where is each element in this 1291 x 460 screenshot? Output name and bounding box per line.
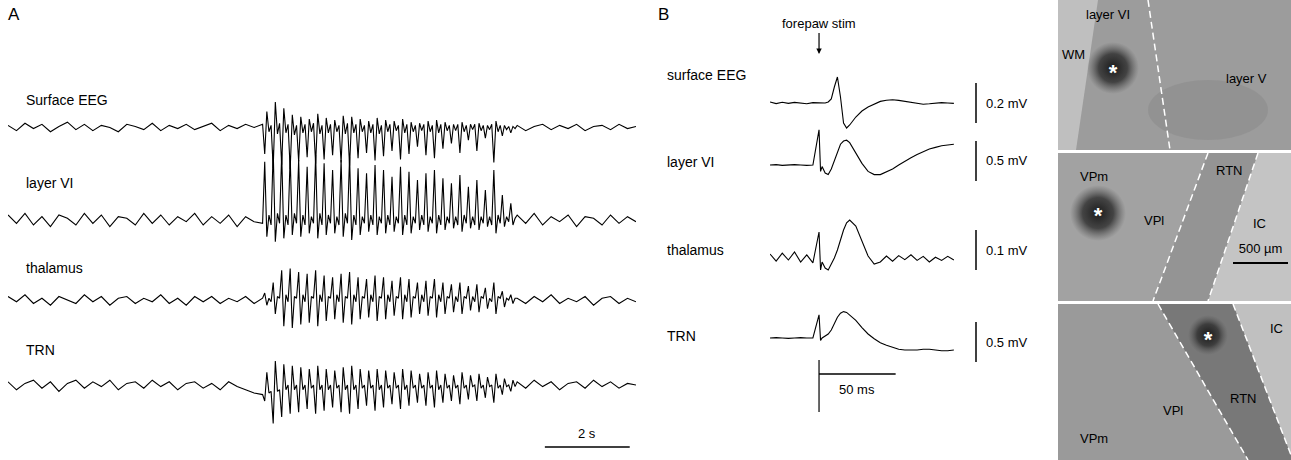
svg-text:thalamus: thalamus bbox=[26, 260, 83, 276]
svg-text:A: A bbox=[8, 5, 20, 24]
svg-text:*: * bbox=[1109, 60, 1118, 85]
svg-text:layer V: layer V bbox=[1226, 71, 1267, 86]
svg-text:2 s: 2 s bbox=[578, 426, 596, 441]
svg-text:forepaw stim: forepaw stim bbox=[782, 16, 856, 31]
svg-text:layer VI: layer VI bbox=[26, 175, 73, 191]
svg-text:TRN: TRN bbox=[26, 342, 55, 358]
svg-text:TRN: TRN bbox=[667, 328, 696, 344]
svg-text:*: * bbox=[1094, 203, 1103, 228]
svg-text:VPm: VPm bbox=[1080, 169, 1108, 184]
svg-text:VPl: VPl bbox=[1163, 403, 1183, 418]
svg-text:0.2 mV: 0.2 mV bbox=[986, 96, 1028, 111]
svg-text:500 µm: 500 µm bbox=[1239, 241, 1283, 256]
svg-text:0.1 mV: 0.1 mV bbox=[986, 243, 1028, 258]
svg-text:RTN: RTN bbox=[1216, 163, 1242, 178]
svg-text:*: * bbox=[1204, 327, 1213, 352]
svg-text:surface EEG: surface EEG bbox=[667, 67, 746, 83]
svg-text:0.5 mV: 0.5 mV bbox=[986, 335, 1028, 350]
svg-text:layer VI: layer VI bbox=[1086, 7, 1130, 22]
svg-text:IC: IC bbox=[1253, 216, 1266, 231]
svg-text:WM: WM bbox=[1062, 47, 1085, 62]
svg-text:VPm: VPm bbox=[1080, 431, 1108, 446]
svg-text:IC: IC bbox=[1270, 321, 1283, 336]
svg-text:B: B bbox=[658, 5, 669, 24]
svg-text:0.5 mV: 0.5 mV bbox=[986, 153, 1028, 168]
svg-text:RTN: RTN bbox=[1230, 391, 1256, 406]
svg-text:layer VI: layer VI bbox=[667, 154, 714, 170]
svg-text:50 ms: 50 ms bbox=[839, 382, 875, 397]
svg-text:Surface EEG: Surface EEG bbox=[26, 92, 108, 108]
svg-text:VPl: VPl bbox=[1144, 213, 1164, 228]
svg-text:thalamus: thalamus bbox=[667, 242, 724, 258]
